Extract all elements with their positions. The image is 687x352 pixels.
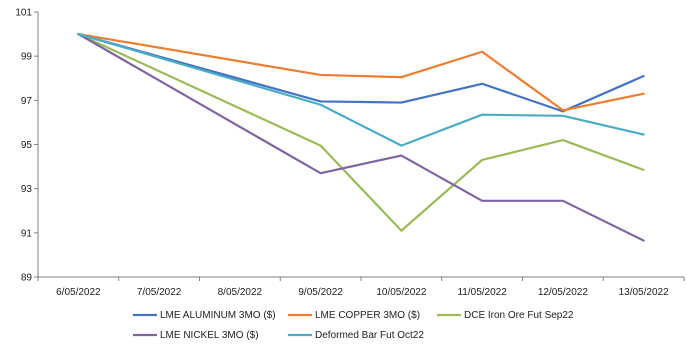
series-line-4 <box>77 32 645 147</box>
y-tick-label: 95 <box>21 140 33 151</box>
series-line-2 <box>77 32 645 232</box>
y-tick-label: 99 <box>21 52 33 63</box>
legend-item: Deformed Bar Fut Oct22 <box>288 330 424 341</box>
legend-item: DCE Iron Ore Fut Sep22 <box>437 310 574 321</box>
legend: LME ALUMINUM 3MO ($) LME COPPER 3MO ($) DC… <box>133 310 574 341</box>
legend-item: LME ALUMINUM 3MO ($) <box>133 310 276 321</box>
x-tick-label: 7/05/2022 <box>137 287 182 298</box>
legend-item: LME COPPER 3MO ($) <box>288 310 420 321</box>
series-line-1 <box>77 32 645 112</box>
x-tick-label: 9/05/2022 <box>298 287 343 298</box>
y-tick-label: 101 <box>15 8 32 19</box>
x-tick-label: 6/05/2022 <box>56 287 101 298</box>
x-tick-label: 8/05/2022 <box>218 287 263 298</box>
legend-item: LME NICKEL 3MO ($) <box>133 330 259 341</box>
x-tick-label: 10/05/2022 <box>376 287 426 298</box>
legend-label: Deformed Bar Fut Oct22 <box>315 330 424 341</box>
y-tick-label: 93 <box>21 184 33 195</box>
y-tick-label: 89 <box>21 273 33 284</box>
x-tick-label: 13/05/2022 <box>619 287 669 298</box>
series-line-0 <box>77 32 645 113</box>
series-line-3 <box>77 32 645 242</box>
series-lines <box>77 32 645 242</box>
legend-label: LME NICKEL 3MO ($) <box>160 330 259 341</box>
legend-label: DCE Iron Ore Fut Sep22 <box>464 310 574 321</box>
legend-label: LME COPPER 3MO ($) <box>315 310 420 321</box>
axes: 89 91 93 95 97 99 101 6/05/2022 7/05/2022 8/05/20… <box>15 8 685 298</box>
y-tick-label: 97 <box>21 96 33 107</box>
legend-label: LME ALUMINUM 3MO ($) <box>160 310 276 321</box>
y-tick-label: 91 <box>21 228 33 239</box>
x-tick-label: 12/05/2022 <box>538 287 588 298</box>
x-tick-label: 11/05/2022 <box>457 287 507 298</box>
